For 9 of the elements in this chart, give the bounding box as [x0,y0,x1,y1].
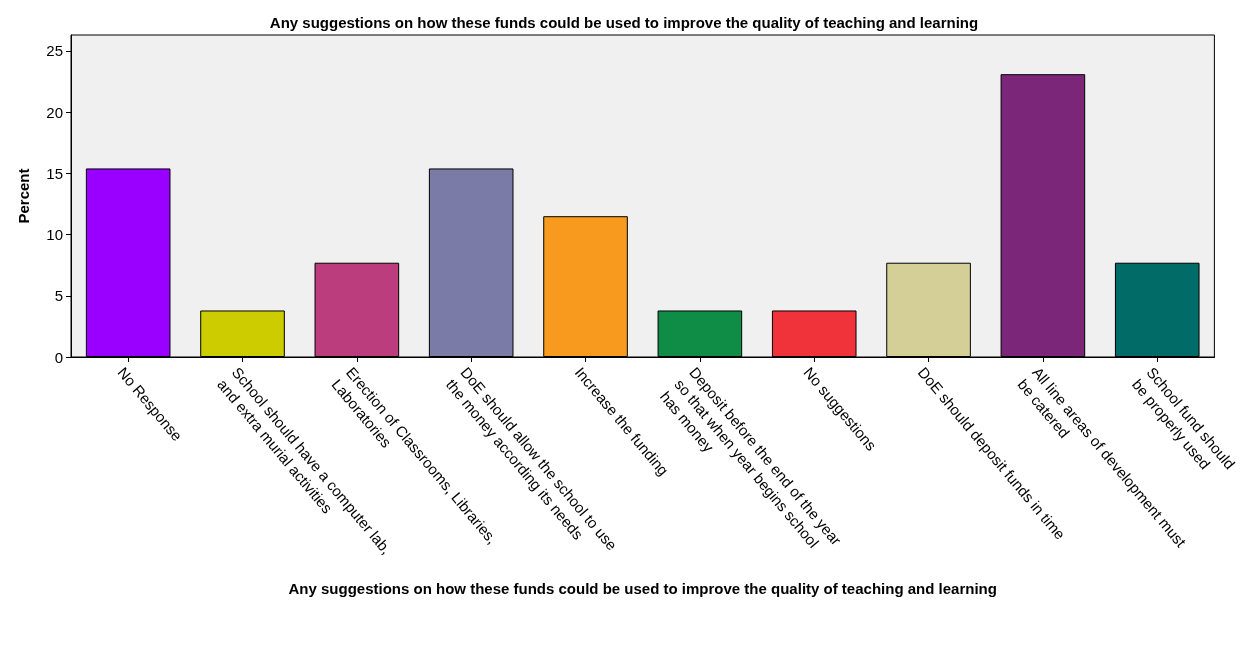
y-tick-label: 15 [46,164,63,182]
y-tick-label: 5 [54,287,63,305]
y-axis-title: Percent [15,168,32,224]
y-tick-label: 10 [46,226,63,244]
x-axis-title: Any suggestions on how these funds could be used to improve the quality of teaching and learning [288,579,997,597]
y-tick-label: 0 [54,348,63,366]
chart-title: Any suggestions on how these funds could be used to improve the quality of teaching and learning [269,14,979,31]
y-tick-label: 20 [46,103,63,121]
y-tick-label: 25 [46,42,63,60]
